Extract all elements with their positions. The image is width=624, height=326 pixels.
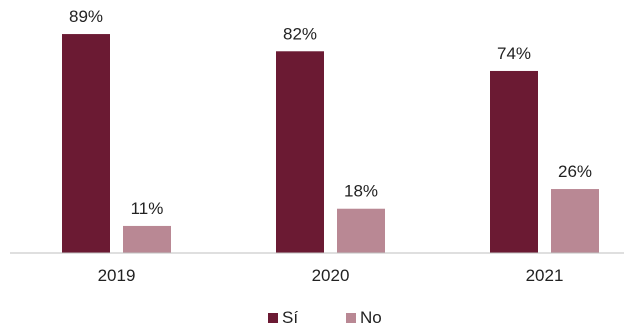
data-label-s-2020: 82%: [283, 24, 317, 43]
legend-swatch-no: [346, 313, 356, 323]
data-label-s-2021: 74%: [497, 44, 531, 63]
bar-no-2021: [551, 189, 599, 253]
bar-no-2020: [337, 208, 385, 253]
data-label-no-2019: 11%: [131, 199, 164, 218]
data-label-no-2021: 26%: [558, 162, 592, 181]
x-tick-labels-group: 2019 2020 2021: [98, 266, 564, 285]
x-tick-label-2021: 2021: [526, 266, 564, 285]
data-labels-group: 89% 11% 82% 18% 74% 26%: [69, 7, 592, 218]
legend-swatch-s: [268, 313, 278, 323]
legend-label-s: Sí: [282, 308, 298, 326]
bar-s-2021: [490, 70, 538, 254]
data-label-no-2020: 18%: [344, 182, 378, 201]
bars-group: [62, 34, 599, 254]
legend: Sí No: [268, 308, 382, 326]
bar-s-2019: [62, 34, 110, 254]
x-tick-label-2019: 2019: [98, 266, 136, 285]
bar-s-2020: [276, 51, 324, 253]
data-label-s-2019: 89%: [69, 7, 103, 26]
bar-no-2019: [123, 225, 171, 253]
legend-label-no: No: [360, 308, 382, 326]
x-tick-label-2020: 2020: [312, 266, 350, 285]
